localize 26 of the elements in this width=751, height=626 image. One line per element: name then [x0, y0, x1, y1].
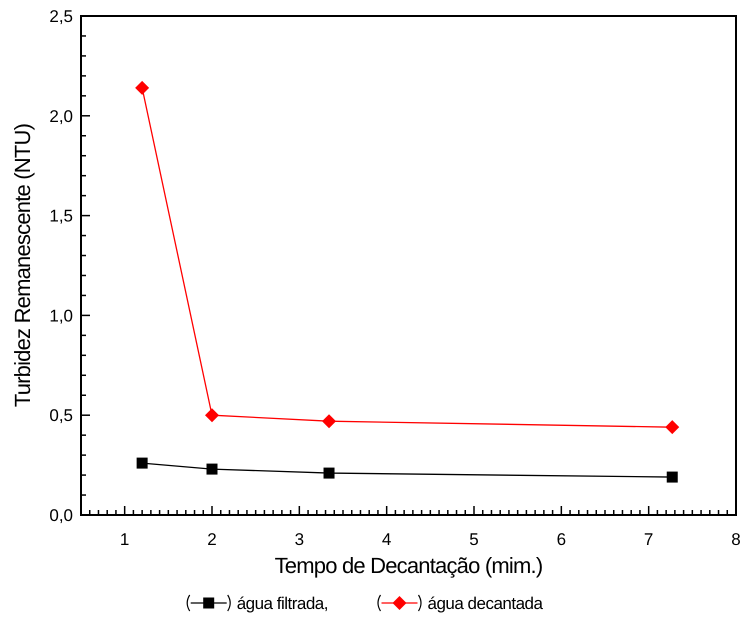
point	[324, 468, 335, 479]
y-tick-label: 1,0	[49, 306, 73, 326]
y-axis-title: Turbidez Remanescente (NTU)	[10, 124, 35, 408]
point	[135, 80, 150, 95]
point	[666, 472, 678, 483]
y-tick-label: 0,5	[49, 406, 73, 426]
x-tick-label: 4	[382, 530, 392, 549]
x-axis-title: Tempo de Decantação (mim.)	[274, 553, 542, 578]
y-tick-label: 2,5	[49, 7, 73, 26]
x-tick-label: 7	[644, 530, 654, 549]
x-tick-label: 6	[556, 530, 566, 549]
point	[206, 464, 218, 475]
point	[322, 414, 336, 428]
x-tick-label: 8	[731, 530, 741, 549]
point	[136, 458, 148, 469]
x-tick-label: 3	[294, 530, 304, 549]
y-tick-label: 1,5	[49, 206, 73, 226]
legend-label: água filtrada,	[236, 594, 328, 613]
y-tick-label: 2,0	[49, 106, 73, 126]
x-tick-label: 2	[207, 530, 217, 549]
point	[205, 408, 219, 422]
x-tick-label: 5	[469, 530, 479, 549]
point	[665, 420, 680, 434]
x-tick-label: 1	[120, 530, 130, 549]
legend-label: água decantada	[428, 594, 544, 613]
y-tick-label: 0,0	[49, 506, 73, 525]
